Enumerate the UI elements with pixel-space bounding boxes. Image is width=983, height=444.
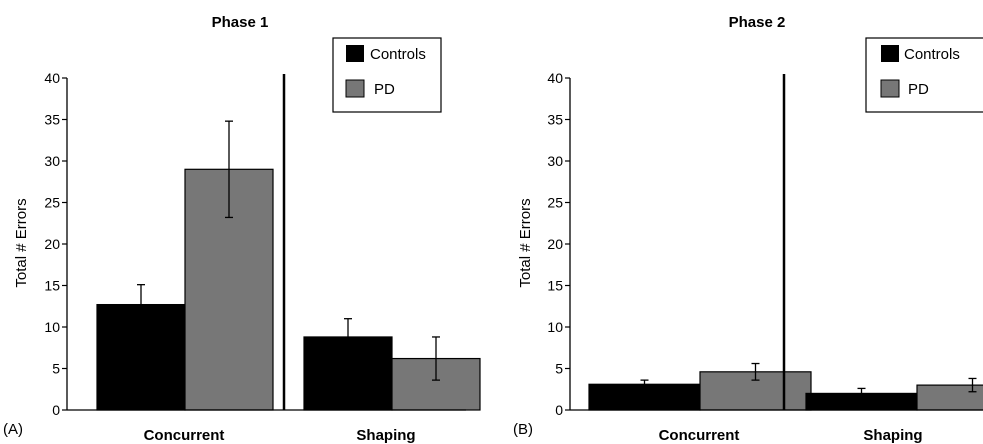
legend-label-controls: Controls <box>370 46 426 63</box>
y-tick-label: 25 <box>547 195 563 211</box>
legend: Controls PD <box>332 37 442 113</box>
x-tick-label: Shaping <box>356 427 415 444</box>
x-tick-label: Shaping <box>863 427 922 444</box>
panel-label: (B) <box>513 421 533 438</box>
chart-title: Phase 1 <box>212 14 269 31</box>
y-tick-label: 35 <box>547 112 563 128</box>
y-tick-label: 40 <box>547 70 563 86</box>
panel-label: (A) <box>3 421 23 438</box>
y-tick-label: 25 <box>44 195 60 211</box>
y-tick-label: 0 <box>52 402 60 418</box>
y-tick-label: 10 <box>547 319 563 335</box>
y-tick-label: 20 <box>44 236 60 252</box>
legend-swatch-controls <box>881 45 899 62</box>
legend-swatch-pd <box>880 79 900 98</box>
y-tick-label: 10 <box>44 319 60 335</box>
legend: Controls PD <box>865 37 983 113</box>
legend-label-pd: PD <box>374 81 395 98</box>
legend-label-controls: Controls <box>904 46 960 63</box>
y-tick-label: 40 <box>44 70 60 86</box>
legend-label-pd: PD <box>908 81 929 98</box>
chart-title: Phase 2 <box>729 14 786 31</box>
y-tick-label: 30 <box>547 153 563 169</box>
chart-panel-b: Phase 2 (B) Total # Errors Concurrent Sha… <box>513 14 983 444</box>
chart-panel-a: Phase 1 (A) Total # Errors Concurrent Sha… <box>3 14 481 444</box>
y-tick-label: 5 <box>555 361 563 377</box>
y-tick-label: 30 <box>44 153 60 169</box>
legend-swatch-controls <box>346 45 364 62</box>
y-tick-label: 15 <box>44 278 60 294</box>
legend-swatch-pd <box>345 79 365 98</box>
plot-area: Concurrent Shaping 0 5 10 15 20 25 30 35 40 <box>547 70 983 444</box>
y-tick-label: 5 <box>52 361 60 377</box>
x-tick-label: Concurrent <box>144 427 225 444</box>
x-tick-label: Concurrent <box>659 427 740 444</box>
y-tick-label: 35 <box>44 112 60 128</box>
y-axis-label: Total # Errors <box>13 198 30 287</box>
plot-area: Concurrent Shaping 0 5 10 15 20 25 30 35 40 <box>44 70 481 444</box>
legend-box <box>332 37 442 113</box>
y-axis-label: Total # Errors <box>517 198 534 287</box>
y-tick-label: 0 <box>555 402 563 418</box>
y-tick-label: 15 <box>547 278 563 294</box>
y-tick-label: 20 <box>547 236 563 252</box>
